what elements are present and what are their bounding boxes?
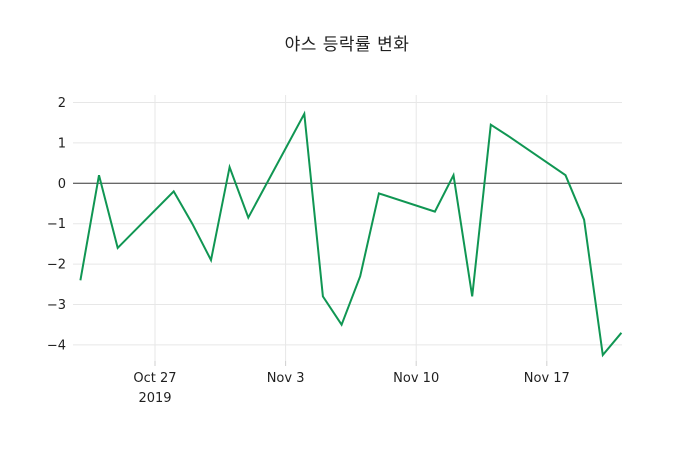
y-tick-label: 0 (58, 177, 66, 192)
y-tick-label: −3 (47, 298, 66, 313)
x-tick-label: Nov 17 (524, 371, 570, 386)
y-tick-label: −1 (47, 217, 66, 232)
y-tick-label: −2 (47, 258, 66, 273)
data-line (79, 110, 623, 358)
chart-title: 야스 등락률 변화 (284, 35, 410, 55)
y-tick-label: −4 (47, 338, 66, 353)
x-tick-sublabel: 2019 (138, 391, 171, 406)
x-tick-label: Nov 10 (393, 371, 439, 386)
x-tick-label: Nov 3 (267, 371, 305, 386)
x-tick-label: Oct 27 (133, 371, 176, 386)
y-tick-label: 2 (58, 96, 66, 111)
y-tick-label: 1 (58, 136, 66, 151)
